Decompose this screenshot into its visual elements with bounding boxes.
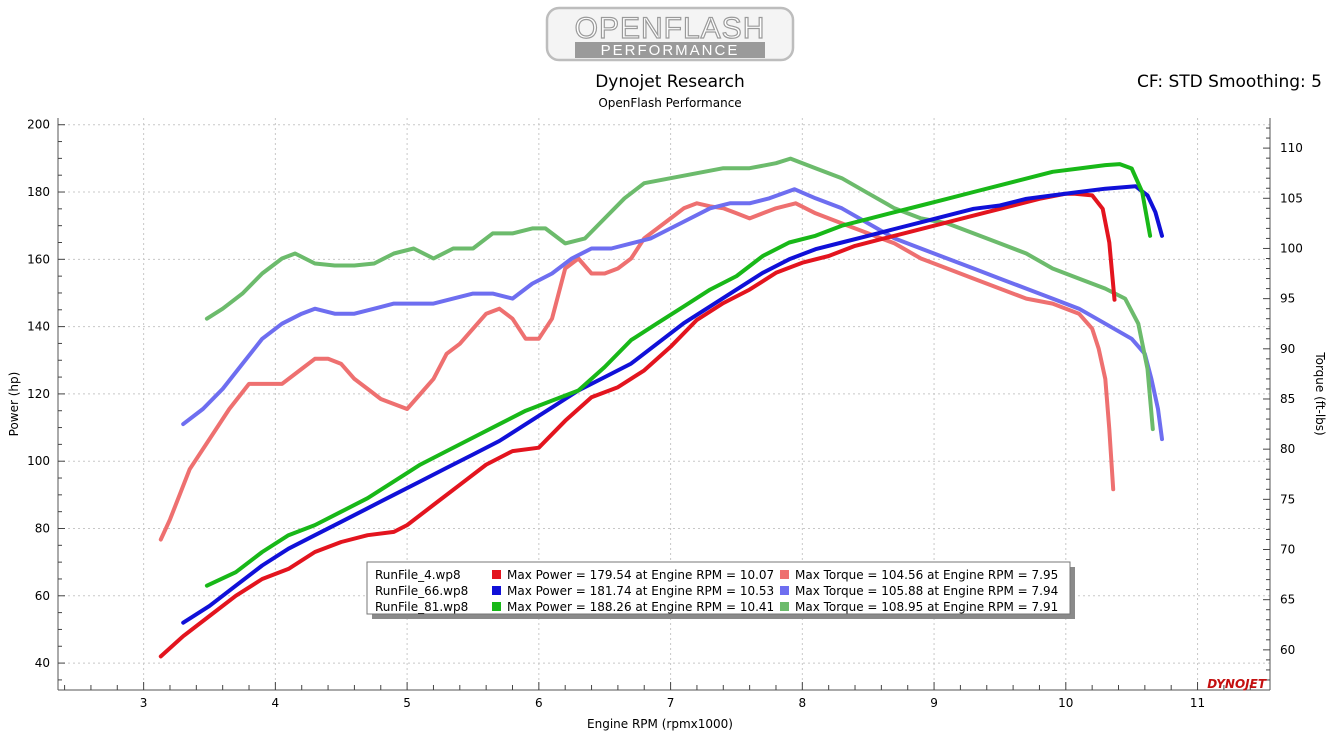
legend-power-swatch <box>492 570 501 579</box>
legend-box <box>366 561 1071 615</box>
legend-file-label: RunFile_66.wp8 <box>375 584 468 598</box>
legend-torque-text: Max Torque = 104.56 at Engine RPM = 7.95 <box>795 568 1058 582</box>
series-line-runfile-4-wp8-torque <box>158 201 1116 542</box>
y2-tick-label: 90 <box>1280 342 1295 356</box>
y-tick-label: 80 <box>35 521 50 535</box>
legend-power-text: Max Power = 188.26 at Engine RPM = 10.41 <box>507 600 774 614</box>
series-line-runfile-81-wp8-power <box>204 162 1153 588</box>
y-tick-label: 140 <box>27 320 50 334</box>
y2-tick-label: 100 <box>1280 241 1303 255</box>
x-tick-label: 3 <box>140 696 148 710</box>
x-tick-label: 10 <box>1058 696 1073 710</box>
y-tick-label: 100 <box>27 454 50 468</box>
legend-torque-text: Max Torque = 108.95 at Engine RPM = 7.91 <box>795 600 1058 614</box>
cf-smoothing-label: CF: STD Smoothing: 5 <box>1137 72 1322 92</box>
legend-power-text: Max Power = 179.54 at Engine RPM = 10.07 <box>507 568 774 582</box>
series-line-runfile-66-wp8-power <box>181 184 1164 625</box>
y-tick-label: 180 <box>27 185 50 199</box>
legend-torque-swatch <box>780 602 789 611</box>
y2-tick-label: 95 <box>1280 292 1295 306</box>
y2-tick-label: 70 <box>1280 543 1295 557</box>
legend-torque-swatch <box>780 570 789 579</box>
series-line-runfile-66-wp8-torque <box>181 187 1164 442</box>
x-tick-label: 4 <box>272 696 280 710</box>
y2-axis-label: Torque (ft-lbs) <box>1313 351 1327 435</box>
y2-tick-label: 85 <box>1280 392 1295 406</box>
logo-line2: PERFORMANCE <box>601 42 740 59</box>
legend-power-swatch <box>492 586 501 595</box>
legend-torque-text: Max Torque = 105.88 at Engine RPM = 7.94 <box>795 584 1058 598</box>
series-line-runfile-81-wp8-torque <box>204 156 1155 432</box>
legend-power-swatch <box>492 602 501 611</box>
y-tick-label: 120 <box>27 387 50 401</box>
y2-tick-label: 75 <box>1280 492 1295 506</box>
y2-tick-label: 65 <box>1280 593 1295 607</box>
y2-tick-label: 110 <box>1280 141 1303 155</box>
chart-title: Dynojet Research <box>595 72 745 92</box>
y-tick-label: 160 <box>27 252 50 266</box>
y2-tick-label: 105 <box>1280 191 1303 205</box>
legend-torque-swatch <box>780 586 789 595</box>
x-tick-label: 9 <box>930 696 938 710</box>
x-tick-label: 8 <box>799 696 807 710</box>
x-tick-label: 7 <box>667 696 675 710</box>
chart-subtitle: OpenFlash Performance <box>598 96 742 110</box>
y-tick-label: 200 <box>27 118 50 132</box>
y2-tick-label: 80 <box>1280 442 1295 456</box>
series-line-runfile-4-wp8-power <box>158 191 1117 659</box>
dynojet-brand-mark: DYNOJET <box>1207 677 1267 691</box>
legend-file-label: RunFile_81.wp8 <box>375 600 468 614</box>
y-tick-label: 40 <box>35 656 50 670</box>
x-tick-label: 6 <box>535 696 543 710</box>
x-tick-label: 5 <box>403 696 411 710</box>
x-axis-label: Engine RPM (rpmx1000) <box>587 717 733 731</box>
x-tick-label: 11 <box>1190 696 1205 710</box>
logo-line1: OPENFLASH <box>575 12 766 45</box>
y2-tick-label: 60 <box>1280 643 1295 657</box>
openflash-logo: OPENFLASH PERFORMANCE <box>545 6 795 62</box>
y-tick-label: 60 <box>35 589 50 603</box>
legend-file-label: RunFile_4.wp8 <box>375 568 461 582</box>
y-axis-label: Power (hp) <box>7 372 21 437</box>
legend-power-text: Max Power = 181.74 at Engine RPM = 10.53 <box>507 584 774 598</box>
